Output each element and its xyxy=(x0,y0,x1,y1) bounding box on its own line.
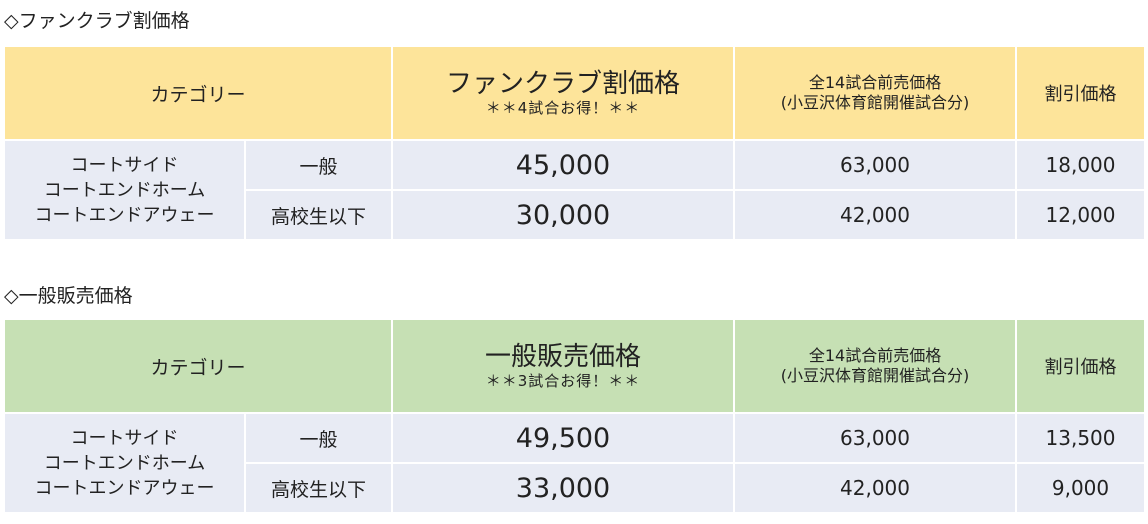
discount-value: 9,000 xyxy=(1015,462,1147,514)
general-price-table: カテゴリー 一般販売価格 ＊＊3試合お得！＊＊ 全14試合前売価格 (小豆沢体育… xyxy=(2,318,1147,514)
table-row: 高校生以下 33,000 42,000 9,000 xyxy=(4,462,1147,514)
main-price-value: 49,500 xyxy=(391,412,736,464)
presale-price-value: 42,000 xyxy=(733,189,1018,241)
discount-header: 割引価格 xyxy=(1015,45,1147,141)
seat-name: コートエンドアウェー xyxy=(34,204,215,226)
discount-value: 12,000 xyxy=(1015,189,1147,241)
presale-price-value: 42,000 xyxy=(733,462,1018,514)
main-price-title: 一般販売価格 xyxy=(485,342,642,372)
main-price-title: ファンクラブ割価格 xyxy=(446,69,681,99)
presale-price-value: 63,000 xyxy=(733,139,1018,191)
fanclub-price-table: カテゴリー ファンクラブ割価格 ＊＊4試合お得！＊＊ 全14試合前売価格 (小豆… xyxy=(2,45,1147,241)
ticket-type: 高校生以下 xyxy=(243,189,394,241)
seat-name: コートエンドアウェー xyxy=(34,477,215,499)
ticket-type: 高校生以下 xyxy=(243,462,394,514)
main-price-note: ＊＊3試合お得！＊＊ xyxy=(485,372,641,390)
presale-header: 全14試合前売価格 (小豆沢体育館開催試合分) xyxy=(733,45,1018,141)
general-section-title: ◇一般販売価格 xyxy=(4,285,133,307)
presale-header-line1: 全14試合前売価格 xyxy=(808,346,942,365)
main-price-note: ＊＊4試合お得！＊＊ xyxy=(485,99,641,117)
main-price-value: 33,000 xyxy=(391,462,736,514)
category-header: カテゴリー xyxy=(2,318,394,414)
table-row: 高校生以下 30,000 42,000 12,000 xyxy=(4,189,1147,241)
table-row: コートサイド コートエンドホーム コートエンドアウェー 一般 45,000 63… xyxy=(3,139,1147,241)
presale-header: 全14試合前売価格 (小豆沢体育館開催試合分) xyxy=(733,318,1018,414)
seat-category-names: コートサイド コートエンドホーム コートエンドアウェー xyxy=(3,412,246,514)
discount-header: 割引価格 xyxy=(1015,318,1147,414)
seat-name: コートサイド xyxy=(70,154,179,176)
seat-name: コートサイド xyxy=(70,427,179,449)
category-header: カテゴリー xyxy=(2,45,394,141)
table-header-row: カテゴリー ファンクラブ割価格 ＊＊4試合お得！＊＊ 全14試合前売価格 (小豆… xyxy=(2,45,1147,141)
seat-name: コートエンドホーム xyxy=(43,452,206,474)
seat-category-names: コートサイド コートエンドホーム コートエンドアウェー xyxy=(3,139,246,241)
table-header-row: カテゴリー 一般販売価格 ＊＊3試合お得！＊＊ 全14試合前売価格 (小豆沢体育… xyxy=(2,318,1147,414)
main-price-value: 30,000 xyxy=(391,189,736,241)
presale-price-value: 63,000 xyxy=(733,412,1018,464)
presale-header-line2: (小豆沢体育館開催試合分) xyxy=(780,93,970,112)
presale-header-line2: (小豆沢体育館開催試合分) xyxy=(780,366,970,385)
discount-value: 18,000 xyxy=(1015,139,1147,191)
presale-header-line1: 全14試合前売価格 xyxy=(808,73,942,92)
table-row: コートサイド コートエンドホーム コートエンドアウェー 一般 49,500 63… xyxy=(3,412,1147,514)
ticket-type: 一般 xyxy=(243,412,394,464)
fanclub-section-title: ◇ファンクラブ割価格 xyxy=(4,10,190,32)
discount-value: 13,500 xyxy=(1015,412,1147,464)
main-price-header: 一般販売価格 ＊＊3試合お得！＊＊ xyxy=(391,318,736,414)
main-price-header: ファンクラブ割価格 ＊＊4試合お得！＊＊ xyxy=(391,45,736,141)
main-price-value: 45,000 xyxy=(391,139,736,191)
ticket-type: 一般 xyxy=(243,139,394,191)
seat-name: コートエンドホーム xyxy=(43,179,206,201)
